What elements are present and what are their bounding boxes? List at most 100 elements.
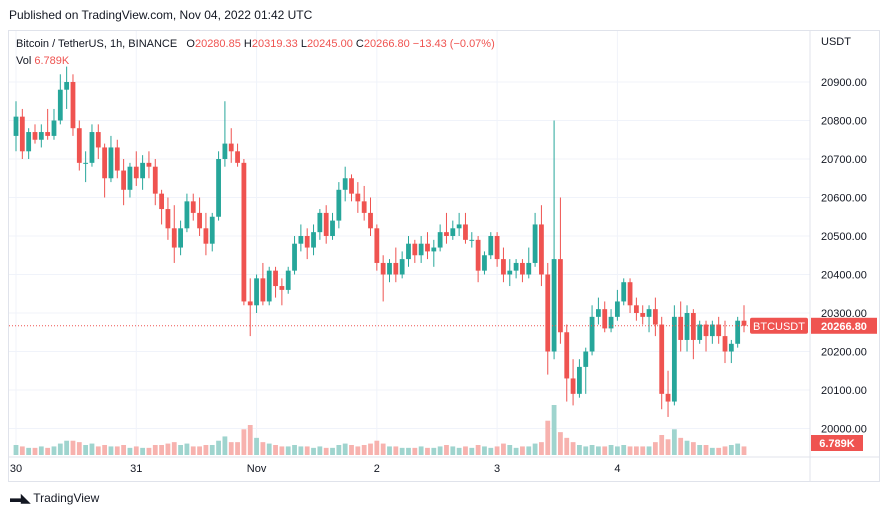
volume-bar <box>140 447 146 455</box>
candle-body <box>349 178 354 194</box>
volume-bar <box>260 442 266 455</box>
volume-bar <box>513 447 519 455</box>
candle-body <box>596 309 601 317</box>
volume-bar <box>247 425 253 455</box>
x-tick-label: 3 <box>494 463 500 475</box>
candle-body <box>728 343 734 352</box>
candle-body <box>140 162 146 179</box>
volume-bar <box>387 446 392 455</box>
candle-body <box>501 259 506 275</box>
volume-bar <box>184 443 190 455</box>
candle-body <box>95 132 101 148</box>
volume-bar <box>608 445 614 455</box>
volume-bar <box>273 445 278 455</box>
volume-bar <box>399 447 405 455</box>
volume-bar <box>684 440 690 455</box>
candle-body <box>583 351 589 367</box>
candle-body <box>646 309 652 317</box>
candle-body <box>570 378 576 394</box>
candle-body <box>222 143 228 159</box>
candle-body <box>494 236 500 260</box>
volume-bar <box>133 446 139 455</box>
open-value: 20280.85 <box>194 38 241 50</box>
candle-body <box>488 236 494 256</box>
candle-body <box>121 170 127 190</box>
candle-body <box>703 324 709 337</box>
volume-bar <box>165 443 171 455</box>
volume-bar <box>241 429 247 455</box>
volume-bar <box>469 447 475 455</box>
candle-body <box>393 262 399 275</box>
volume-bar <box>298 446 304 455</box>
volume-bar <box>577 445 582 455</box>
candle-body <box>342 178 348 190</box>
tradingview-logo-icon: ▬◣ <box>10 491 30 505</box>
candle-body <box>216 159 221 217</box>
candle-body <box>57 89 63 121</box>
y-tick-label: 20400.00 <box>821 270 867 282</box>
candle-body <box>171 228 177 248</box>
candle-body <box>520 262 525 275</box>
candle-body <box>709 324 715 337</box>
candle-body <box>406 243 411 260</box>
candle-body <box>380 262 386 275</box>
volume-value: 6.789K <box>34 55 70 67</box>
candle-body <box>13 116 19 136</box>
y-tick-label: 20100.00 <box>821 385 867 397</box>
candle-body <box>311 232 316 248</box>
low-label: L <box>300 38 307 50</box>
x-tick-label: 31 <box>130 463 142 475</box>
candle-body <box>564 332 570 379</box>
volume-bar <box>425 447 430 455</box>
volume-bar <box>437 446 443 455</box>
volume-bar <box>342 443 348 455</box>
volume-bar <box>709 447 715 455</box>
volume-bar <box>222 436 228 455</box>
volume-bar <box>697 445 703 455</box>
volume-bar <box>26 447 32 455</box>
candle-body <box>285 270 291 290</box>
candle-body <box>336 189 342 221</box>
volume-bar <box>494 446 500 455</box>
candle-body <box>507 270 513 275</box>
high-label: H <box>243 38 252 50</box>
volume-bar <box>722 446 728 455</box>
volume-bar <box>735 443 741 455</box>
volume-bar <box>596 446 601 455</box>
volume-bar <box>323 447 329 455</box>
volume-bar <box>393 446 399 455</box>
candle-body <box>298 236 304 244</box>
candle-body <box>89 132 95 163</box>
high-value: 20319.33 <box>251 38 298 50</box>
candle-body <box>716 324 722 337</box>
candle-body <box>70 82 76 129</box>
volume-bar <box>488 447 494 455</box>
volume-bar <box>336 445 342 455</box>
candle-body <box>412 243 418 256</box>
candle-body <box>539 224 544 275</box>
volume-bar <box>197 446 202 455</box>
volume-bar <box>209 445 215 455</box>
open-label: O <box>186 38 195 50</box>
y-tick-label: 20600.00 <box>821 193 867 205</box>
volume-bar <box>361 445 367 455</box>
volume-bar <box>19 446 25 455</box>
volume-bar <box>279 446 285 455</box>
candle-body <box>450 228 456 236</box>
candle-body <box>209 216 215 244</box>
candle-body <box>203 228 209 244</box>
volume-bar <box>507 445 513 455</box>
volume-tag-bg <box>811 435 863 451</box>
symbol-description: Bitcoin / TetherUS, 1h, BINANCE <box>16 38 178 50</box>
candle-body <box>355 193 361 202</box>
candle-body <box>684 313 690 340</box>
volume-bar <box>311 447 316 455</box>
candle-body <box>577 366 582 394</box>
candle-body <box>475 239 481 271</box>
candle-body <box>45 132 51 136</box>
candle-body <box>482 255 487 271</box>
candle-body <box>399 259 405 275</box>
candle-body <box>247 301 253 306</box>
volume-bar <box>330 447 335 455</box>
